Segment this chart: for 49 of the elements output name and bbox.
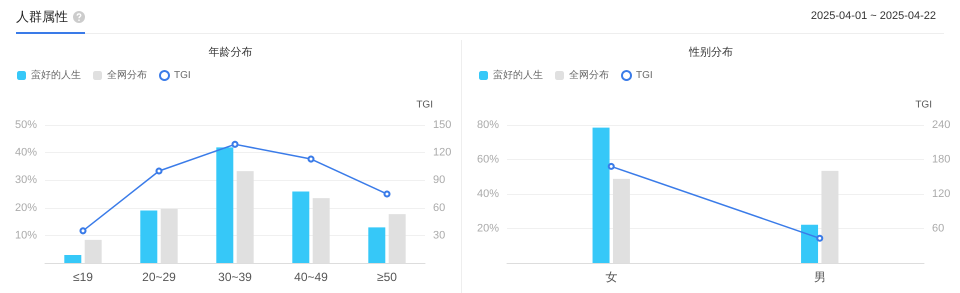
point xyxy=(308,156,314,163)
text: 人群属性 xyxy=(16,8,68,26)
y2-tick-label: 30 xyxy=(433,229,446,242)
bar xyxy=(140,210,158,263)
y2-tick-label: 60 xyxy=(932,222,944,234)
y2-tick-label: 90 xyxy=(433,174,446,186)
bar xyxy=(801,224,818,263)
legend-label: 蛮好的人生 xyxy=(31,69,81,81)
text: 2025-04-01 ~ 2025-04-22 xyxy=(810,10,936,22)
y2-tick-label: 120 xyxy=(433,146,452,159)
x-tick-label: 男 xyxy=(814,270,826,284)
y2-tick-label: 150 xyxy=(433,119,452,131)
legend-label: 全网分布 xyxy=(107,69,147,81)
y-tick-label: 50% xyxy=(14,119,38,131)
x-tick-label: 20~29 xyxy=(142,270,176,284)
y2-axis-title: TGI xyxy=(915,100,932,110)
legend-label: 全网分布 xyxy=(569,69,609,81)
legend-label: TGI xyxy=(636,70,653,81)
point xyxy=(384,190,390,198)
y-tick-label: 40% xyxy=(476,188,500,200)
y-tick-label: 30% xyxy=(14,174,38,186)
y2-tick-label: 240 xyxy=(932,119,950,131)
x-tick-label: ≤19 xyxy=(73,270,94,284)
legend-label: 蛮好的人生 xyxy=(493,69,543,81)
legend-label: TGI xyxy=(174,70,191,81)
bar xyxy=(592,128,610,263)
y2-axis-title: TGI xyxy=(416,100,433,110)
bar xyxy=(64,254,82,263)
y2-tick-label: 120 xyxy=(932,188,950,200)
chart-title: 性别分布 xyxy=(688,46,733,58)
x-tick-label: ≥50 xyxy=(377,270,398,284)
point xyxy=(156,168,162,174)
point xyxy=(80,227,86,234)
y-tick-label: 60% xyxy=(476,154,500,166)
y-tick-label: 40% xyxy=(14,146,38,159)
y2-tick-label: 60 xyxy=(433,202,446,214)
x-tick-label: 女 xyxy=(605,270,618,284)
y-tick-label: 20% xyxy=(476,222,500,234)
y-tick-label: 10% xyxy=(14,229,38,242)
x-tick-label: 40~49 xyxy=(294,270,328,284)
x-tick-label: 30~39 xyxy=(218,270,252,284)
bar xyxy=(368,227,386,263)
y-tick-label: 20% xyxy=(14,202,38,214)
point xyxy=(232,140,238,148)
bar xyxy=(292,192,310,263)
bar xyxy=(216,147,234,263)
y-tick-label: 80% xyxy=(476,119,500,131)
y2-tick-label: 180 xyxy=(932,154,950,166)
chart-title: 年龄分布 xyxy=(208,46,252,58)
